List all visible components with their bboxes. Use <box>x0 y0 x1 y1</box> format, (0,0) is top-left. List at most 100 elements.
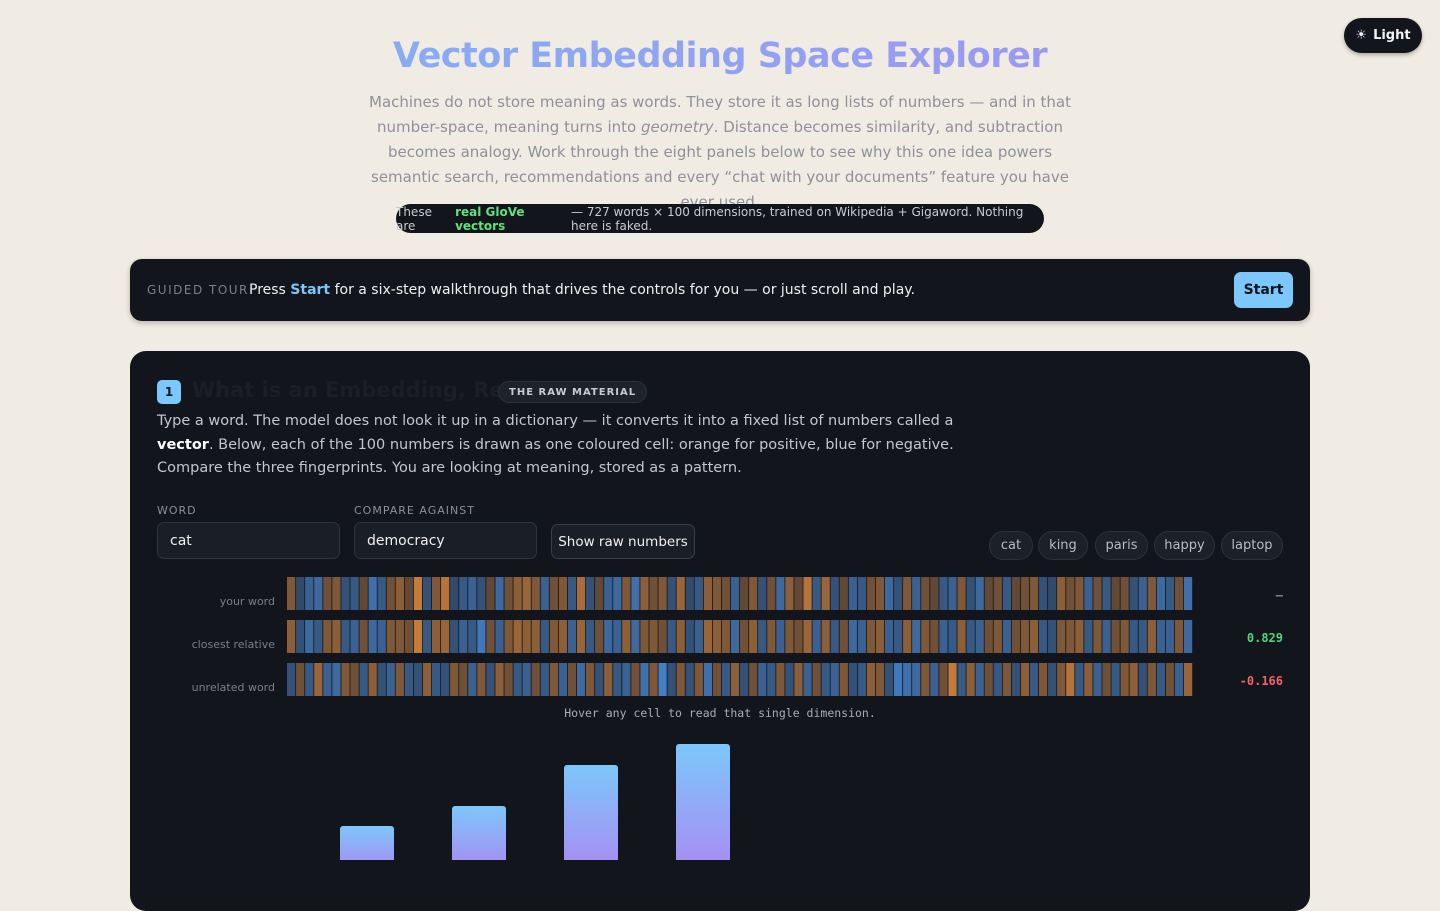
vector-cell <box>1156 577 1166 610</box>
vector-cell <box>395 663 404 696</box>
vector-cell <box>975 663 984 696</box>
vector-cell <box>1057 663 1066 696</box>
word-chip[interactable]: happy <box>1154 531 1215 560</box>
vector-cell <box>912 663 921 696</box>
vector-cell <box>1066 577 1075 610</box>
theme-toggle[interactable]: ☀ Light <box>1344 18 1422 53</box>
vector-cell <box>377 577 386 610</box>
vector-cell <box>857 577 867 610</box>
vector-cell <box>422 577 432 610</box>
vector-cell <box>1057 620 1066 653</box>
vector-cell <box>1147 577 1156 610</box>
vector-cell <box>912 620 921 653</box>
word-input[interactable]: cat <box>157 522 340 559</box>
vector-cell <box>821 663 830 696</box>
vector-cell <box>1129 577 1138 610</box>
vector-cell <box>287 620 296 653</box>
panel-description: Type a word. The model does not look it … <box>157 410 987 481</box>
vector-cell <box>939 577 948 610</box>
vector-cell <box>903 620 912 653</box>
vector-cell <box>377 620 386 653</box>
vector-cell <box>431 663 441 696</box>
vector-cell <box>839 663 848 696</box>
vector-cell <box>323 620 332 653</box>
vector-cell <box>658 663 667 696</box>
vector-cell <box>1102 620 1111 653</box>
vector-cell <box>894 620 903 653</box>
vector-cell <box>984 620 993 653</box>
vector-cell <box>948 577 957 610</box>
vector-cell <box>857 620 867 653</box>
raw-numbers-button[interactable]: Show raw numbers <box>551 524 695 559</box>
vector-cell <box>984 663 993 696</box>
vector-cell <box>549 577 558 610</box>
vector-cell <box>821 577 830 610</box>
vector-cell <box>359 577 368 610</box>
vector-cell <box>1183 577 1193 610</box>
vector-cell <box>903 577 912 610</box>
vector-cell <box>1002 577 1011 610</box>
vector-cell <box>595 663 604 696</box>
vector-cell <box>585 577 595 610</box>
vector-cell <box>740 577 749 610</box>
vector-cell <box>776 620 785 653</box>
start-button[interactable]: Start <box>1234 272 1293 308</box>
vector-cell <box>703 577 713 610</box>
vector-cell <box>649 577 658 610</box>
vector-cell <box>993 620 1002 653</box>
vector-cell <box>1102 577 1111 610</box>
vector-cell <box>341 620 350 653</box>
vector-cell <box>522 663 531 696</box>
vector-cell <box>522 620 531 653</box>
vector-cell <box>386 620 395 653</box>
vector-cell <box>441 577 450 610</box>
similarity-score: -0.166 <box>1239 674 1283 688</box>
vector-cell <box>495 663 504 696</box>
vector-cell <box>912 577 921 610</box>
vector-cell <box>1147 663 1156 696</box>
word-chip[interactable]: cat <box>989 531 1033 560</box>
vector-cell <box>803 620 812 653</box>
vector-cell <box>1011 577 1021 610</box>
vector-cell <box>803 577 812 610</box>
text: Type a word. The model does not look it … <box>157 413 954 429</box>
vector-cell <box>839 620 848 653</box>
vector-cell <box>1048 663 1057 696</box>
vector-cell <box>314 663 323 696</box>
vector-cell <box>622 663 631 696</box>
vector-cell <box>1020 663 1030 696</box>
vector-cell <box>558 663 568 696</box>
vector-cell <box>721 663 731 696</box>
vector-cell <box>839 577 848 610</box>
vector-cell <box>296 577 305 610</box>
vector-cell <box>576 663 586 696</box>
word-chip[interactable]: laptop <box>1221 531 1283 560</box>
vector-cell <box>658 620 667 653</box>
vector-cell <box>1002 663 1011 696</box>
vector-cell <box>477 663 486 696</box>
word-chip[interactable]: paris <box>1095 531 1148 560</box>
vector-cell <box>803 663 812 696</box>
vector-cell <box>522 577 531 610</box>
vector-cell <box>758 620 767 653</box>
word-chip[interactable]: king <box>1038 531 1088 560</box>
vector-cell <box>694 620 703 653</box>
vector-cell <box>413 577 423 610</box>
vector-cell <box>613 620 622 653</box>
vector-cell <box>930 620 939 653</box>
vector-cell <box>323 577 332 610</box>
vector-cell <box>749 577 758 610</box>
vector-cell <box>830 620 839 653</box>
text: — 727 words × 100 dimensions, trained on… <box>571 204 1024 233</box>
tour-text: Press Start for a six-step walkthrough t… <box>249 282 915 298</box>
vector-cell <box>549 663 558 696</box>
vector-cell <box>1165 577 1175 610</box>
vector-cell <box>794 620 803 653</box>
vector-cell <box>667 577 676 610</box>
vector-cell <box>749 663 758 696</box>
text: Machines do not store meaning as words. … <box>369 93 1071 136</box>
vector-cell <box>622 577 631 610</box>
vector-cell <box>1084 620 1093 653</box>
vector-cell <box>703 663 713 696</box>
compare-input[interactable]: democracy <box>354 522 537 559</box>
